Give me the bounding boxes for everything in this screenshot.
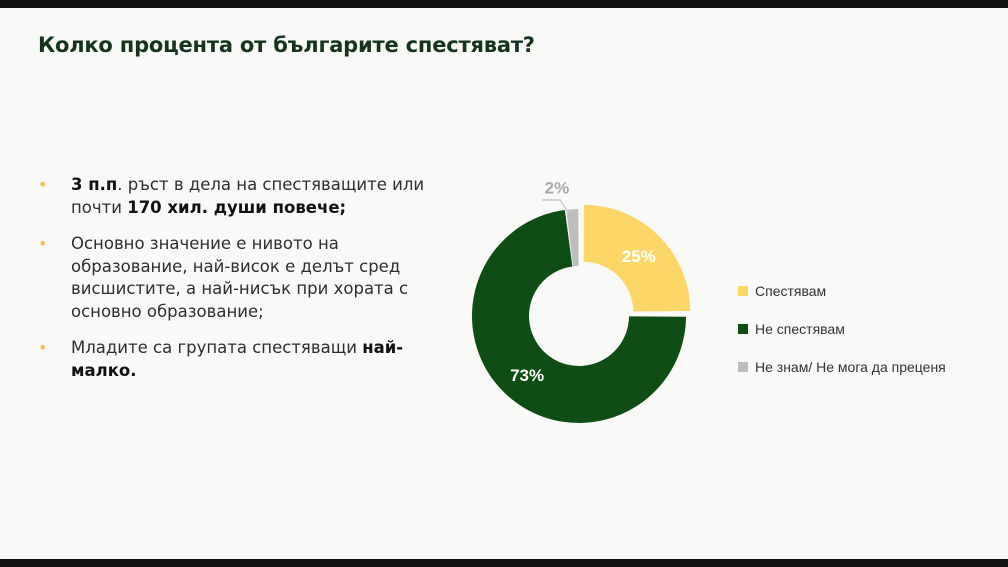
legend-label: Не спестявам (755, 321, 845, 337)
donut-slice (471, 209, 686, 423)
donut-data-label: 73% (510, 366, 544, 385)
bullet-bold-text: 3 п.п (71, 175, 118, 194)
bullet-bold-text: най-малко. (71, 338, 404, 380)
bullet-bold-text: 170 хил. души повече; (127, 197, 347, 217)
donut-data-label: 2% (545, 178, 570, 197)
legend-item: Не знам/ Не мога да преценя (738, 348, 946, 386)
bullet-item: • Основно значение е нивото на образовани… (38, 233, 438, 323)
bottom-bar (0, 559, 1008, 567)
top-bar (0, 0, 1008, 8)
bullet-text: Основно значение е нивото на образование… (71, 234, 409, 321)
legend-swatch (738, 286, 748, 296)
slide-title: Колко процента от българите спестяват? (38, 33, 535, 57)
bullet-dot-icon: • (38, 175, 48, 194)
bullet-dot-icon: • (38, 234, 48, 253)
donut-data-label: 25% (622, 247, 656, 266)
label-leader-line (542, 199, 569, 213)
bullet-list: • 3 п.п. ръст в дела на спестяващите или … (38, 174, 438, 396)
chart-legend: Спестявам Не спестявам Не знам/ Не мога да… (738, 272, 946, 386)
legend-item: Не спестявам (738, 310, 946, 348)
bullet-text: Младите са групата спестяващи (71, 338, 363, 357)
legend-swatch (738, 362, 748, 372)
bullet-item: • 3 п.п. ръст в дела на спестяващите или … (38, 174, 438, 219)
legend-label: Не знам/ Не мога да преценя (755, 359, 946, 375)
bullet-dot-icon: • (38, 338, 48, 357)
donut-slice (566, 209, 579, 267)
legend-swatch (738, 324, 748, 334)
bullet-text: . ръст в дела на спестяващите или почти (71, 175, 425, 217)
legend-label: Спестявам (755, 283, 827, 299)
donut-slice (583, 204, 691, 312)
legend-item: Спестявам (738, 272, 946, 310)
bullet-item: • Младите са групата спестяващи най-малко… (38, 337, 438, 382)
